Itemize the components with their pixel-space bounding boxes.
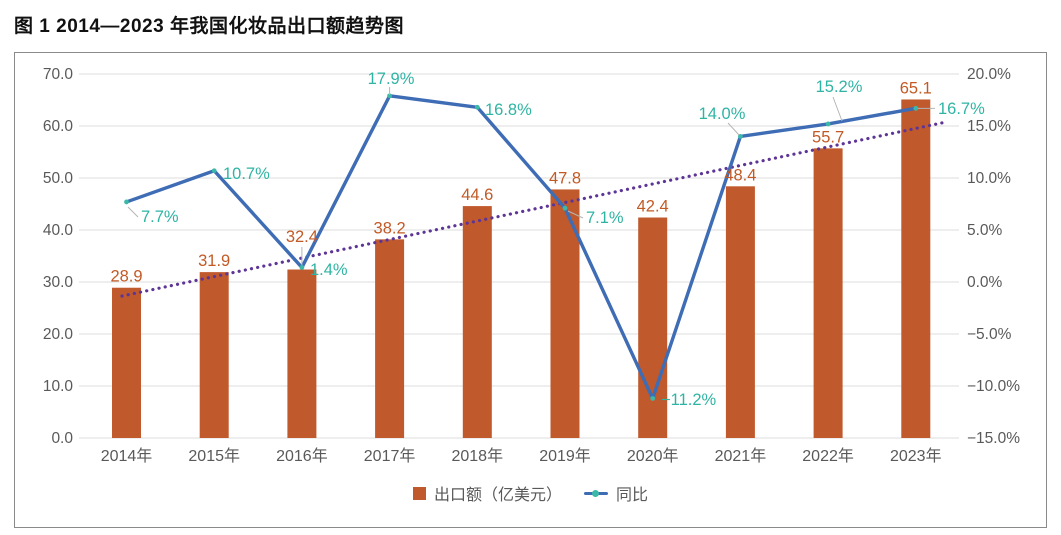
- trendline: [120, 121, 944, 298]
- line-point-marker: [124, 199, 129, 205]
- bar: [638, 217, 668, 438]
- x-axis-label: 2014年: [101, 447, 153, 465]
- bar-data-label: 48.4: [724, 166, 756, 184]
- line-point-marker: [913, 105, 919, 111]
- line-point-marker: [211, 168, 217, 174]
- bar-data-label: 65.1: [900, 79, 932, 97]
- line-point-marker: [387, 93, 392, 99]
- left-axis-tick: 20.0: [43, 326, 74, 343]
- label-leader: [127, 206, 139, 218]
- x-axis-label: 2017年: [364, 447, 416, 465]
- bar-data-label: 44.6: [461, 186, 493, 204]
- chart-container: 70.0 20.0% 60.0 15.0% 50.0 10.0% 40.0 5.0% 30.0 0…: [14, 52, 1047, 528]
- line-data-label: −11.2%: [661, 391, 717, 409]
- line-series: [124, 94, 918, 401]
- right-axis-tick: 0.0%: [967, 274, 1003, 291]
- right-axis-tick: 10.0%: [967, 170, 1011, 187]
- bar-data-label: 42.4: [637, 198, 669, 216]
- line-data-label: 16.8%: [485, 101, 532, 119]
- x-axis-label: 2020年: [627, 447, 679, 465]
- bar-data-label: 32.4: [286, 228, 318, 246]
- legend-label: 出口额（亿美元）: [433, 487, 562, 504]
- right-axis-tick: 15.0%: [967, 118, 1011, 135]
- bar-data-label: 55.7: [812, 128, 844, 146]
- bar-data-label: 31.9: [198, 252, 230, 270]
- line-point-marker: [299, 265, 305, 270]
- right-axis-tick: −5.0%: [967, 326, 1012, 343]
- legend-item-export-value: 出口额（亿美元）: [412, 481, 562, 505]
- x-axis-label: 2016年: [276, 447, 328, 465]
- line-data-label: 16.7%: [938, 100, 985, 118]
- bar: [287, 269, 317, 438]
- right-axis-tick: −15.0%: [967, 430, 1020, 447]
- x-axis-label: 2019年: [539, 447, 591, 465]
- x-axis-label: 2023年: [890, 447, 942, 465]
- figure-title: 图 1 2014—2023 年我国化妆品出口额趋势图: [14, 16, 404, 37]
- legend-line-marker-dot: [592, 489, 599, 497]
- bar-data-label: 28.9: [110, 268, 142, 286]
- chart-legend: 出口额（亿美元） 同比: [15, 481, 1046, 505]
- line-point-marker: [562, 205, 568, 211]
- left-axis-tick: 40.0: [43, 222, 74, 239]
- legend-label: 同比: [616, 487, 649, 504]
- x-axis-label: 2015年: [188, 447, 240, 465]
- label-leader: [727, 122, 740, 136]
- right-axis-tick: 5.0%: [967, 222, 1003, 239]
- bar: [375, 239, 405, 438]
- bar: [813, 148, 843, 439]
- bar-data-label: 38.2: [374, 219, 406, 237]
- line-data-label: 7.7%: [141, 208, 179, 226]
- line-data-label: 17.9%: [368, 70, 415, 88]
- left-axis-tick: 60.0: [43, 118, 74, 135]
- left-axis-tick: 30.0: [43, 274, 74, 291]
- right-axis-tick: −10.0%: [967, 378, 1020, 395]
- x-axis-label: 2022年: [802, 447, 854, 465]
- legend-item-yoy: 同比: [584, 481, 648, 505]
- x-axis-label: 2021年: [715, 447, 767, 465]
- label-leader: [832, 96, 843, 122]
- bar: [199, 272, 229, 438]
- line-data-label: 15.2%: [816, 78, 863, 96]
- left-axis-tick: 70.0: [43, 66, 74, 83]
- x-axis-label: 2018年: [451, 447, 503, 465]
- bar: [462, 206, 492, 438]
- line-point-marker: [738, 134, 743, 139]
- bar: [112, 287, 141, 438]
- right-axis-tick: 20.0%: [967, 66, 1011, 83]
- bar: [901, 99, 931, 439]
- left-axis-tick: 0.0: [51, 430, 73, 447]
- left-axis-tick: 50.0: [43, 170, 74, 187]
- line-data-label: 7.1%: [586, 209, 624, 227]
- bar: [725, 186, 755, 438]
- line-data-label: 14.0%: [699, 105, 746, 123]
- chart-canvas: 70.0 20.0% 60.0 15.0% 50.0 10.0% 40.0 5.0% 30.0 0…: [43, 66, 1020, 465]
- line-data-label: 1.4%: [310, 261, 348, 279]
- line-data-label: 10.7%: [223, 165, 270, 183]
- legend-bar-swatch-icon: [412, 486, 426, 500]
- line-point-marker: [650, 396, 656, 401]
- legend-line-swatch-icon: [584, 489, 608, 497]
- label-leader: [567, 210, 584, 219]
- left-axis-tick: 10.0: [43, 378, 74, 395]
- line-point-marker: [825, 121, 831, 127]
- line-point-marker: [474, 104, 480, 110]
- bar-data-label: 47.8: [549, 169, 581, 187]
